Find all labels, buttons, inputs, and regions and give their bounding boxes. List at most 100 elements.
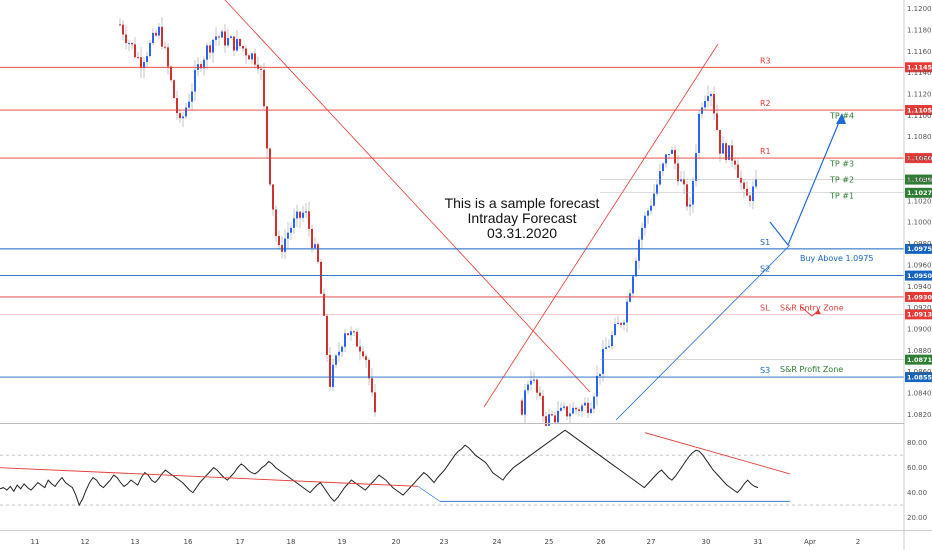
ascending-channel-line [483, 43, 719, 408]
time-tick-label: 16 [184, 538, 193, 546]
price-tag-text: 1.09300 [907, 293, 932, 301]
oscillator-tick-label: 80.00 [907, 439, 927, 447]
candle-body [611, 335, 613, 347]
candle-body [602, 349, 604, 374]
candle-body [338, 351, 340, 356]
candle-body [218, 36, 220, 38]
support-trendline [615, 244, 791, 421]
candle-body [149, 42, 151, 57]
candle-body [644, 215, 646, 228]
candle-body [326, 315, 328, 355]
time-tick-label: 17 [236, 538, 245, 546]
price-tag [905, 105, 932, 116]
title-line-1: This is a sample forecast [445, 195, 600, 211]
level-label: S3 [760, 366, 770, 375]
candle-body [596, 375, 598, 397]
candle-body [542, 395, 544, 417]
candle-body [725, 143, 727, 160]
price-tick-label: 1.11200 [907, 91, 932, 99]
candle-body [146, 56, 148, 63]
price-tick-label: 1.10800 [907, 133, 932, 141]
candle-body [245, 48, 247, 56]
time-tick-label: 12 [81, 538, 90, 546]
candle-body [707, 96, 709, 101]
candle-body [653, 193, 655, 206]
profit-zone-annotation: S&R Profit Zone [780, 365, 843, 374]
candle-body [335, 355, 337, 365]
price-tick-label: 1.08200 [907, 411, 932, 419]
candle-body [353, 331, 355, 333]
oscillator-recent-trendline [644, 432, 791, 475]
candle-body [545, 416, 547, 426]
candle-body [224, 31, 226, 46]
candle-body [572, 407, 574, 414]
oscillator-line [0, 429, 759, 507]
candle-body [263, 69, 265, 107]
candle-body [158, 26, 160, 36]
price-tag [905, 174, 932, 185]
price-tick-label: 1.10200 [907, 197, 932, 205]
time-tick-label: 30 [702, 538, 711, 546]
candle-body [569, 413, 571, 417]
candle-body [269, 148, 271, 185]
chart-title: This is a sample forecast Intraday Forec… [445, 195, 600, 241]
price-tag-text: 1.10275 [907, 189, 932, 197]
candle-body [173, 80, 175, 99]
time-tick-label: 31 [754, 538, 763, 546]
candle-body [614, 323, 616, 336]
price-tag-text: 1.08550 [907, 373, 932, 381]
forecast-arrowhead [836, 113, 846, 124]
candle-body [164, 46, 166, 48]
candle-body [341, 346, 343, 352]
oscillator-tick-label: 40.00 [907, 489, 927, 497]
price-tag [905, 309, 932, 320]
oscillator-down-trendline [0, 467, 419, 487]
candle-body [323, 293, 325, 316]
candle-body [548, 414, 550, 426]
price-tick-label: 1.09600 [907, 261, 932, 269]
candle-body [254, 53, 256, 65]
candle-body [122, 24, 124, 35]
price-tick-label: 1.09000 [907, 326, 932, 334]
candle-body [536, 379, 538, 393]
candle-body [557, 410, 559, 423]
level-label: S2 [760, 265, 770, 274]
candle-body [659, 171, 661, 185]
oscillator-support-connector [417, 486, 441, 502]
candle-body [521, 400, 523, 415]
candle-body [740, 177, 742, 183]
title-line-3: 03.31.2020 [487, 225, 557, 241]
candle-body [356, 331, 358, 347]
price-tag [905, 372, 932, 383]
price-tag [905, 62, 932, 73]
candle-body [752, 186, 754, 201]
level-label: R3 [760, 56, 771, 65]
candle-body [212, 39, 214, 53]
candle-body [128, 42, 130, 44]
candle-body [524, 390, 526, 415]
price-tick-label: 1.11400 [907, 69, 932, 77]
candle-body [311, 228, 313, 248]
candle-body [182, 116, 184, 119]
candle-body [704, 100, 706, 108]
candle-body [629, 293, 631, 302]
target-label: TP #2 [829, 175, 854, 184]
candle-body [344, 333, 346, 347]
candle-body [560, 407, 562, 411]
time-tick-label: 2 [856, 538, 860, 546]
candle-body [626, 301, 628, 323]
candle-body [170, 66, 172, 81]
candle-body [671, 149, 673, 154]
candle-body [350, 331, 352, 336]
level-label: R1 [760, 147, 771, 156]
candle-body [617, 322, 619, 324]
candle-body [593, 396, 595, 409]
candle-body [119, 24, 121, 26]
target-label: TP #1 [829, 191, 854, 200]
candle-body [143, 62, 145, 69]
price-tag [905, 243, 932, 254]
time-tick-label: 20 [392, 538, 401, 546]
candle-body [662, 163, 664, 172]
candle-body [737, 164, 739, 178]
